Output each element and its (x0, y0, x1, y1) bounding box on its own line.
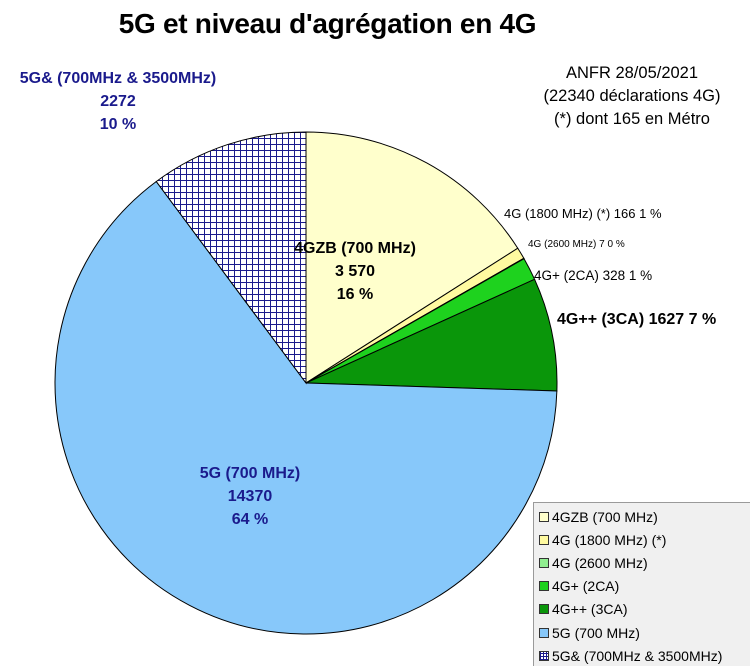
slice-label-2600: 4G (2600 MHz) 7 0 % (528, 239, 625, 250)
legend-label: 4G++ (3CA) (552, 601, 628, 618)
pie-slice-4gzb (305, 131, 519, 384)
pie-slice-5g (54, 180, 558, 635)
chart-legend: 4GZB (700 MHz) 4G (1800 MHz) (*) 4G (260… (533, 502, 750, 666)
legend-swatch (539, 627, 549, 638)
legend-label: 5G& (700MHz & 3500MHz) (552, 647, 723, 664)
slice-label-line: 64 % (231, 511, 269, 528)
legend-label: 4G (2600 MHz) (552, 554, 648, 571)
slice-label-line: 10 % (99, 116, 137, 133)
slice-label-line: 16 % (336, 286, 374, 303)
legend-swatch (539, 650, 549, 661)
legend-item: 5G (700 MHz) (534, 621, 750, 644)
legend-item: 4G (2600 MHz) (534, 551, 750, 574)
legend-item: 4G++ (3CA) (534, 598, 750, 621)
legend-swatch (539, 511, 549, 522)
slice-label-line: 2272 (100, 93, 136, 110)
pie-slice-4gpp (305, 278, 558, 392)
source-line: (22340 déclarations 4G) (543, 87, 721, 105)
legend-swatch (539, 534, 549, 545)
slice-label-4gzb: 4GZB (700 MHz) 3 570 16 % (290, 237, 420, 306)
slice-label-line: 3 570 (334, 263, 376, 280)
legend-item: 4G+ (2CA) (534, 575, 750, 598)
slice-label-4gplus: 4G+ (2CA) 328 1 % (534, 268, 653, 283)
legend-item: 5G& (700MHz & 3500MHz) (534, 644, 750, 667)
legend-label: 4G (1800 MHz) (*) (552, 531, 667, 548)
legend-swatch (539, 581, 549, 592)
slice-label-line: 14370 (227, 488, 273, 505)
legend-label: 5G (700 MHz) (552, 624, 640, 641)
legend-item: 4GZB (700 MHz) (534, 505, 750, 528)
slice-label-5g: 5G (700 MHz) 14370 64 % (175, 462, 325, 531)
slice-label-1800: 4G (1800 MHz) (*) 166 1 % (504, 206, 662, 221)
slice-label-line: 5G (700 MHz) (199, 465, 301, 482)
source-line: (*) dont 165 en Métro (554, 110, 710, 128)
legend-item: 4G (1800 MHz) (*) (534, 528, 750, 551)
slice-label-5g-and: 5G& (700MHz & 3500MHz) 2272 10 % (0, 67, 236, 136)
source-line: ANFR 28/05/2021 (565, 64, 699, 82)
slice-label-4gplusplus: 4G++ (3CA) 1627 7 % (557, 311, 717, 328)
slice-label-line: 4GZB (700 MHz) (294, 240, 416, 257)
legend-swatch (539, 557, 549, 568)
pie-slices (54, 131, 558, 635)
legend-swatch (539, 604, 549, 615)
source-note: ANFR 28/05/2021 (22340 déclarations 4G) … (528, 62, 736, 131)
legend-label: 4GZB (700 MHz) (552, 508, 658, 525)
chart-title: 5G et niveau d'agrégation en 4G (118, 8, 537, 39)
pie-slice-5ga (155, 131, 307, 385)
slice-label-line: 5G& (700MHz & 3500MHz) (19, 70, 217, 87)
legend-label: 4G+ (2CA) (552, 578, 620, 595)
